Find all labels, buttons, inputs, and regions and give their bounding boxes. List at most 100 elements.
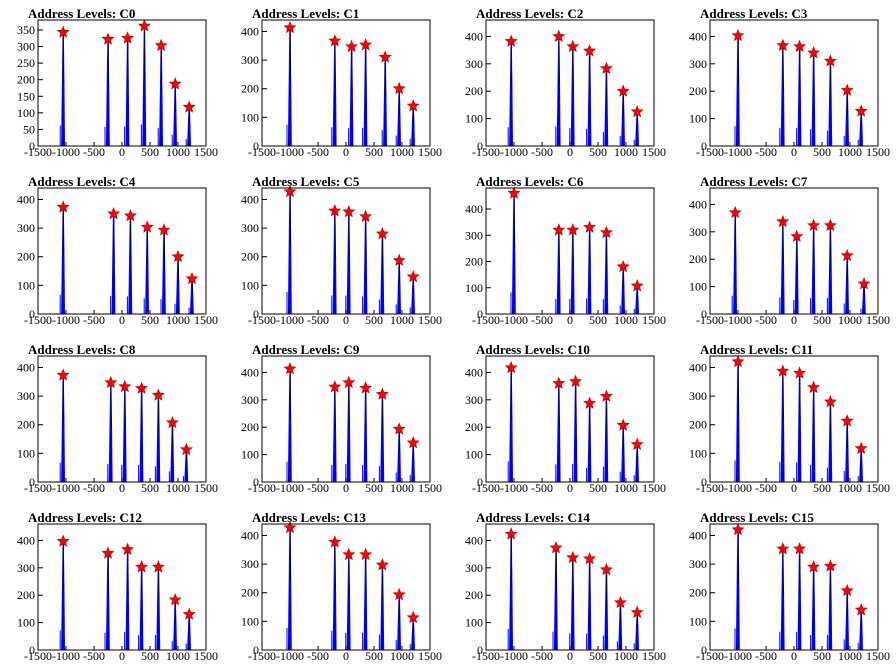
histogram-peak: [728, 205, 742, 315]
chart-svg: 0 100 200 300 400 -1500 -1000 -500 0 500 1000 1500: [689, 354, 890, 495]
y-tick-label: 100: [689, 280, 707, 294]
y-tick-label: 0: [253, 307, 259, 321]
histogram-spike: [170, 420, 175, 483]
histogram-spike: [845, 88, 849, 147]
histogram-spike: [797, 368, 802, 483]
chart-title: Address Levels: C0: [28, 6, 136, 21]
histogram-spike: [618, 600, 623, 651]
chart-panel: 0 100 200 300 400 -1500 -1000 -500 0 500 1000 1500 A…: [448, 504, 672, 672]
y-tick-label: 0: [29, 139, 35, 153]
histogram-spike: [604, 229, 609, 315]
y-tick-label: 200: [241, 586, 259, 600]
y-tick-label: 0: [701, 475, 707, 489]
histogram-spike: [139, 563, 144, 651]
x-tick-label: 1000: [614, 313, 638, 327]
histogram-spike: [346, 378, 351, 483]
y-tick-label: 300: [465, 228, 483, 242]
histogram-spike: [139, 384, 144, 483]
x-tick-label: -1500: [472, 649, 500, 663]
y-tick-label: 200: [17, 73, 35, 87]
x-tick-label: -1000: [724, 313, 752, 327]
histogram-peak: [121, 542, 135, 651]
histogram-spike: [61, 536, 65, 651]
histogram-spike: [570, 553, 575, 651]
histogram-spike: [156, 563, 161, 651]
x-tick-label: 1500: [194, 481, 218, 495]
y-tick-label: 300: [689, 225, 707, 239]
x-tick-label: -1000: [276, 481, 304, 495]
peak-marker-star: [731, 28, 745, 42]
histogram-spike: [380, 561, 385, 651]
histogram-peak: [823, 559, 837, 651]
y-tick-label: 200: [465, 420, 483, 434]
x-tick-label: -1500: [248, 313, 276, 327]
histogram-spike: [173, 597, 177, 651]
peak-marker-star: [137, 19, 151, 32]
histogram-peak: [569, 374, 583, 483]
peak-marker-star: [793, 366, 807, 379]
y-tick-label: 300: [241, 221, 259, 235]
peak-marker-star: [854, 441, 868, 454]
histogram-spike: [828, 57, 833, 147]
x-tick-label: 1000: [166, 649, 190, 663]
peak-marker-star: [328, 204, 342, 217]
histogram-spike: [859, 447, 863, 483]
y-tick-label: 400: [689, 528, 707, 542]
histogram-spike: [811, 563, 816, 651]
y-tick-label: 0: [477, 307, 483, 321]
histogram-spike: [122, 382, 127, 483]
y-tick-label: 100: [465, 112, 483, 126]
y-tick-label: 100: [689, 614, 707, 628]
histogram-spike: [187, 105, 191, 147]
chart-panel: 0 100 200 300 400 -1500 -1000 -500 0 500 1000 1500 A…: [0, 168, 224, 336]
histogram-peak: [375, 558, 389, 651]
histogram-spike: [332, 383, 337, 483]
y-tick-label: 0: [477, 139, 483, 153]
histogram-peak: [375, 387, 389, 483]
x-tick-label: 500: [141, 313, 159, 327]
histogram-peak: [616, 84, 630, 147]
histogram-spike: [380, 230, 385, 315]
chart-title: Address Levels: C15: [700, 510, 814, 525]
x-tick-label: -1500: [24, 481, 52, 495]
peak-marker-star: [840, 248, 854, 262]
peak-marker-star: [392, 587, 406, 601]
y-tick-label: 400: [465, 533, 483, 547]
histogram-spike: [142, 21, 147, 147]
histogram-spike: [383, 53, 387, 147]
histogram-peak: [630, 605, 644, 651]
y-tick-label: 200: [17, 588, 35, 602]
peak-marker-star: [566, 39, 580, 53]
histogram-peak: [807, 46, 821, 147]
y-tick-label: 300: [17, 389, 35, 403]
x-tick-label: 1500: [418, 145, 442, 159]
x-tick-label: 1500: [642, 481, 666, 495]
y-tick-label: 100: [689, 446, 707, 460]
histogram-spike: [61, 370, 65, 483]
histogram-peak: [583, 396, 597, 483]
chart-panel: 0 100 200 300 400 -1500 -1000 -500 0 500 1000 1500 A…: [0, 504, 224, 672]
histogram-peak: [118, 379, 132, 483]
y-tick-label: 250: [17, 56, 35, 70]
y-tick-label: 100: [241, 614, 259, 628]
x-tick-label: 1000: [166, 481, 190, 495]
y-tick-label: 100: [465, 281, 483, 295]
histogram-peak: [504, 360, 518, 483]
histogram-peak: [359, 209, 373, 315]
histogram-spike: [573, 377, 578, 483]
x-tick-label: 1000: [390, 313, 414, 327]
peak-marker-star: [552, 29, 566, 42]
histogram-peak: [599, 562, 613, 651]
y-tick-label: 400: [17, 192, 35, 206]
peak-marker-star: [359, 209, 373, 223]
chart-title: Address Levels: C12: [28, 510, 142, 525]
chart-svg: 0 100 200 300 400 -1500 -1000 -500 0 500 1000 1500: [689, 522, 890, 663]
peak-marker-star: [793, 542, 807, 555]
chart-title: Address Levels: C14: [476, 510, 590, 525]
histogram-spike: [587, 555, 592, 651]
chart-panel: 0 100 200 300 400 -1500 -1000 -500 0 500 1000 1500 A…: [672, 0, 896, 168]
x-tick-label: -500: [83, 481, 105, 495]
x-tick-label: 0: [791, 145, 797, 159]
x-tick-label: -1500: [24, 649, 52, 663]
histogram-peak: [392, 81, 406, 147]
